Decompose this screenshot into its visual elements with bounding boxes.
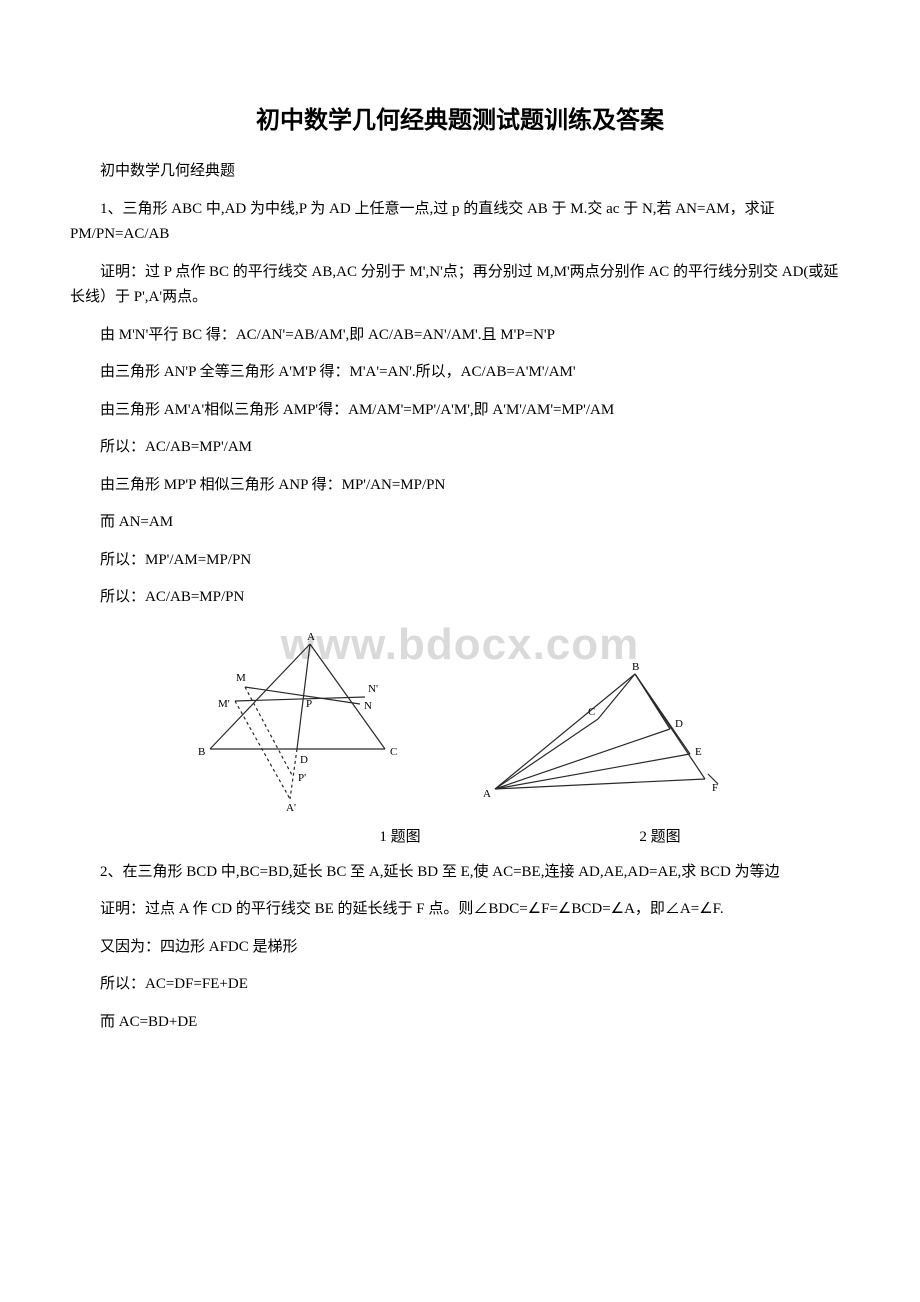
paragraph: 由 M'N'平行 BC 得：AC/AN'=AB/AM',即 AC/AB=AN'/…: [70, 323, 850, 349]
label-A: A: [307, 631, 315, 643]
paragraph: 由三角形 AN'P 全等三角形 A'M'P 得：M'A'=AN'.所以，AC/A…: [70, 360, 850, 386]
paragraph: 所以：AC/AB=MP'/AM: [70, 435, 850, 461]
label-M: M: [236, 672, 246, 684]
caption-1: 1 题图: [379, 825, 420, 846]
paragraph: 初中数学几何经典题: [70, 159, 850, 185]
paragraph: 由三角形 MP'P 相似三角形 ANP 得：MP'/AN=MP/PN: [70, 473, 850, 499]
paragraph: 证明：过 P 点作 BC 的平行线交 AB,AC 分别于 M',N'点；再分别过…: [70, 260, 850, 311]
figure-1-svg: A B C M M' N N' P D P' A': [190, 629, 420, 819]
paragraph: 而 AN=AM: [70, 510, 850, 536]
caption-row: 1 题图 2 题图: [70, 825, 850, 846]
figure-2: A B C D E F: [480, 659, 730, 819]
label-Mp: M': [218, 698, 230, 710]
figures-container: A B C M M' N N' P D P' A': [70, 629, 850, 819]
label-Np: N': [368, 683, 378, 695]
paragraph: 2、在三角形 BCD 中,BC=BD,延长 BC 至 A,延长 BD 至 E,使…: [70, 860, 850, 886]
label-B2: B: [632, 661, 639, 673]
label-Ap: A': [286, 802, 296, 814]
paragraph: 由三角形 AM'A'相似三角形 AMP'得：AM/AM'=MP'/A'M',即 …: [70, 398, 850, 424]
label-D: D: [300, 754, 308, 766]
label-B: B: [198, 746, 205, 758]
label-D2: D: [675, 718, 683, 730]
label-Pp: P': [298, 772, 306, 784]
paragraph: 所以：AC/AB=MP/PN: [70, 585, 850, 611]
label-C2: C: [588, 706, 595, 718]
paragraph: 又因为：四边形 AFDC 是梯形: [70, 935, 850, 961]
figure-1: A B C M M' N N' P D P' A': [190, 629, 420, 819]
label-P: P: [306, 698, 312, 710]
paragraph: 所以：MP'/AM=MP/PN: [70, 548, 850, 574]
label-N: N: [364, 700, 372, 712]
label-F2: F: [712, 782, 718, 794]
label-C: C: [390, 746, 397, 758]
label-E2: E: [695, 746, 702, 758]
page-title: 初中数学几何经典题测试题训练及答案: [70, 100, 850, 135]
paragraph: 证明：过点 A 作 CD 的平行线交 BE 的延长线于 F 点。则∠BDC=∠F…: [70, 897, 850, 923]
caption-2: 2 题图: [639, 825, 680, 846]
paragraph: 而 AC=BD+DE: [70, 1010, 850, 1036]
document-content: 初中数学几何经典题测试题训练及答案 初中数学几何经典题 1、三角形 ABC 中,…: [70, 100, 850, 1035]
figure-2-svg: A B C D E F: [480, 659, 730, 819]
label-A2: A: [483, 788, 491, 800]
paragraph: 1、三角形 ABC 中,AD 为中线,P 为 AD 上任意一点,过 p 的直线交…: [70, 197, 850, 248]
paragraph: 所以：AC=DF=FE+DE: [70, 972, 850, 998]
